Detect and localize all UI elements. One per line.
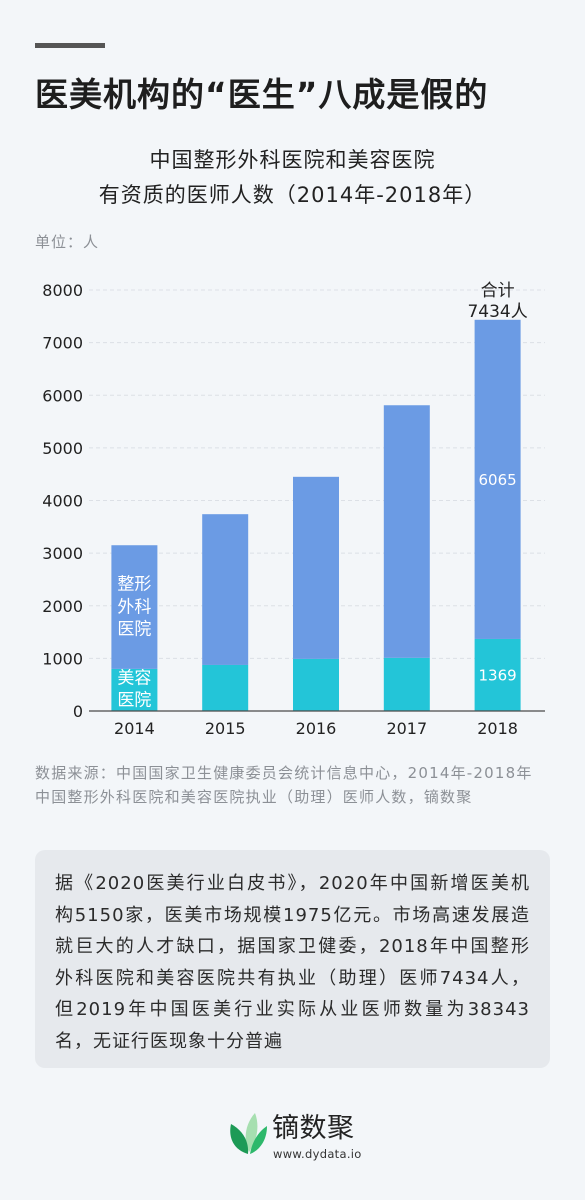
bar-segment-2018-series-0: [474, 638, 521, 711]
y-tick-label-6000: 6000: [42, 386, 83, 405]
logo-leaf-light: [245, 1113, 258, 1152]
logo-leaf-medium: [250, 1126, 267, 1154]
summary-line-2: 构5150家，医美市场规模1975亿元。市场高速发展造: [55, 904, 530, 926]
bar-segment-2014-series-1: [111, 545, 158, 669]
data-source-line-1: 数据来源：中国国家卫生健康委员会统计信息中心，2014年-2018年: [35, 764, 533, 782]
series-label-0: 美容医院: [117, 668, 152, 711]
y-tick-label-0: 0: [73, 702, 83, 721]
total-annotation-line-2: 7434人: [467, 302, 527, 322]
green-leaves-logo-icon: [230, 1113, 267, 1154]
bar-segment-2017-series-1: [383, 405, 430, 658]
x-tick-label-2015: 2015: [205, 719, 246, 738]
y-tick-label-4000: 4000: [42, 492, 83, 511]
logo-brand-name: 镝数聚: [272, 1113, 355, 1144]
x-tick-label-2014: 2014: [114, 719, 155, 738]
x-tick-label-2017: 2017: [386, 719, 427, 738]
y-tick-label-1000: 1000: [42, 649, 83, 668]
page-title: 医美机构的“医生”八成是假的: [35, 75, 489, 114]
summary-line-3: 就巨大的人才缺口，据国家卫健委，2018年中国整形: [55, 936, 530, 957]
unit-label: 单位：人: [35, 233, 100, 251]
total-annotation-line-1: 合计: [481, 281, 515, 301]
chart-title-line-1: 中国整形外科医院和美容医院: [149, 148, 436, 172]
data-label-2018-series-1: 6065: [479, 471, 517, 489]
stacked-bar-chart: 0 1000 2000 3000 4000 5000 6000 7000 8000 2014 201…: [0, 270, 585, 750]
y-tick-label-5000: 5000: [42, 439, 83, 458]
chart-title: 中国整形外科医院和美容医院 有资质的医师人数（2014年-2018年）: [0, 143, 585, 213]
logo-leaf-dark: [230, 1124, 249, 1154]
top-accent-rule: [35, 43, 105, 48]
data-source-note: 数据来源：中国国家卫生健康委员会统计信息中心，2014年-2018年 中国整形外…: [35, 761, 533, 809]
chart-canvas: 0 1000 2000 3000 4000 5000 6000 7000 8000 2014 201…: [42, 281, 545, 738]
series-label-1: 整形外科医院: [117, 574, 152, 640]
logo-url: www.dydata.io: [273, 1147, 362, 1161]
y-tick-label-3000: 3000: [42, 544, 83, 563]
x-tick-label-2018: 2018: [477, 719, 518, 738]
bar-segment-2017-series-0: [383, 657, 430, 711]
y-tick-label-7000: 7000: [42, 334, 83, 353]
x-tick-label-2016: 2016: [296, 719, 337, 738]
bar-segment-2015-series-1: [202, 514, 249, 665]
bar-segment-2015-series-0: [202, 664, 249, 711]
y-tick-label-8000: 8000: [42, 281, 83, 300]
y-tick-label-2000: 2000: [42, 597, 83, 616]
summary-line-6: 名，无证行医现象十分普遍: [55, 1030, 283, 1052]
data-label-2018-series-0: 1369: [479, 666, 517, 684]
data-source-line-2: 中国整形外科医院和美容医院执业（助理）医师人数，镝数聚: [35, 788, 473, 806]
bar-segment-2016-series-0: [293, 658, 339, 711]
chart-title-line-2: 有资质的医师人数（2014年-2018年）: [98, 183, 487, 207]
summary-text-box: 据《2020医美行业白皮书》，2020年中国新增医美机 构5150家，医美市场规…: [35, 850, 550, 1068]
summary-line-1: 据《2020医美行业白皮书》，2020年中国新增医美机: [55, 873, 530, 894]
summary-line-4: 外科医院和美容医院共有执业（助理）医师7434人，: [55, 967, 530, 989]
bar-segment-2016-series-1: [293, 476, 339, 659]
summary-line-5: 但2019年中国医美行业实际从业医师数量为38343: [55, 999, 530, 1020]
bar-segment-2014-series-0: [111, 668, 158, 711]
bar-segment-2018-series-1: [474, 319, 521, 639]
